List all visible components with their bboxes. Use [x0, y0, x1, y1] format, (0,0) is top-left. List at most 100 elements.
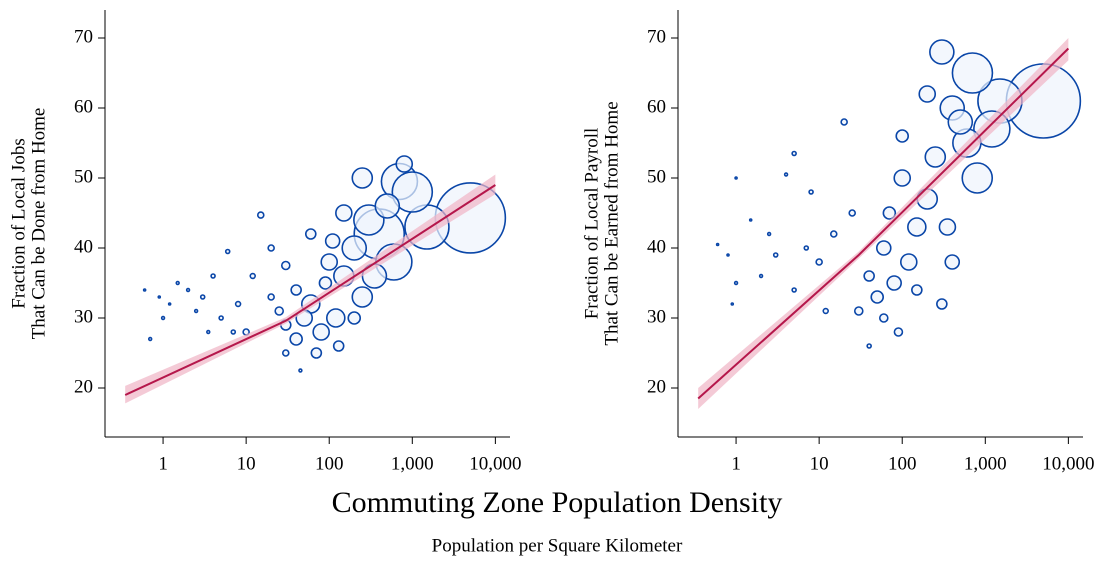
- point: [951, 52, 994, 94]
- point: [866, 343, 872, 349]
- panel: 20 30 40 50 60 70 1 10 100 1,000 10,000 Fraction of…: [581, 10, 1094, 474]
- fit-line: [697, 47, 1070, 400]
- point: [175, 280, 180, 286]
- point: [206, 329, 211, 335]
- point: [224, 248, 231, 255]
- point: [870, 290, 885, 304]
- point: [848, 209, 857, 217]
- x-tick-label: 1,000: [964, 453, 1007, 474]
- point: [167, 302, 172, 306]
- y-axis-title: Fraction of Local Jobs: [8, 138, 29, 308]
- point: [274, 306, 285, 316]
- x-axis-title: Commuting Zone Population Density: [332, 486, 783, 519]
- y-tick-label: 40: [74, 236, 93, 257]
- y-tick-label: 30: [74, 306, 93, 327]
- point: [325, 308, 346, 328]
- x-tick-label: 100: [888, 453, 917, 474]
- point: [715, 242, 720, 247]
- point: [256, 211, 265, 219]
- point: [893, 169, 912, 187]
- fit-line: [124, 184, 496, 396]
- point: [374, 193, 401, 219]
- point: [929, 39, 955, 65]
- point: [815, 258, 823, 266]
- y-tick-label: 50: [647, 166, 666, 187]
- point: [783, 172, 789, 177]
- point: [853, 306, 864, 316]
- point: [947, 109, 974, 135]
- point: [730, 302, 735, 306]
- x-tick-label: 100: [315, 453, 344, 474]
- point: [840, 118, 848, 126]
- y-tick-label: 40: [647, 236, 666, 257]
- y-tick-label: 50: [74, 166, 93, 187]
- point: [766, 231, 772, 237]
- point: [791, 150, 797, 157]
- point: [726, 253, 730, 257]
- x-tick-label: 10: [237, 453, 256, 474]
- x-tick-label: 10,000: [1042, 453, 1094, 474]
- point: [875, 240, 892, 256]
- point: [391, 171, 434, 213]
- y-axis-title: Fraction of Local Payroll: [581, 128, 602, 320]
- point: [808, 189, 814, 195]
- point: [829, 230, 838, 238]
- point: [267, 293, 275, 301]
- point: [280, 260, 291, 271]
- point: [803, 245, 810, 251]
- x-tick-label: 1,000: [391, 453, 434, 474]
- x-tick-label: 10: [810, 453, 829, 474]
- point: [863, 270, 875, 282]
- point: [147, 336, 153, 342]
- point: [878, 313, 889, 323]
- point: [351, 167, 374, 189]
- point: [218, 315, 224, 321]
- point: [324, 233, 341, 249]
- y-tick-label: 60: [74, 96, 93, 117]
- point: [961, 162, 994, 194]
- point: [289, 332, 303, 346]
- point: [772, 252, 779, 258]
- point: [886, 275, 902, 291]
- point: [234, 300, 242, 308]
- panel: 20 30 40 50 60 70 1 10 100 1,000 10,000 Fraction of…: [8, 10, 521, 474]
- point: [351, 286, 374, 308]
- x-tick-label: 1: [158, 453, 168, 474]
- point: [907, 217, 927, 237]
- point: [944, 254, 961, 270]
- x-tick-label: 10,000: [469, 453, 521, 474]
- point: [320, 253, 339, 271]
- point: [142, 288, 147, 292]
- y-tick-label: 70: [647, 26, 666, 47]
- point: [893, 327, 904, 337]
- point: [160, 315, 166, 321]
- y-tick-label: 30: [647, 306, 666, 327]
- point: [335, 204, 353, 222]
- point: [911, 284, 923, 296]
- point: [882, 206, 897, 220]
- x-tick-label: 1: [731, 453, 741, 474]
- x-axis-subtitle: Population per Square Kilometer: [432, 535, 683, 556]
- point: [791, 287, 797, 293]
- point: [298, 368, 303, 373]
- point: [733, 280, 739, 286]
- point: [310, 347, 323, 359]
- point: [734, 176, 738, 180]
- point: [938, 218, 957, 236]
- point: [185, 287, 191, 293]
- point: [395, 155, 414, 173]
- y-tick-label: 70: [74, 26, 93, 47]
- point: [347, 311, 362, 325]
- point: [895, 129, 910, 143]
- point: [341, 235, 368, 261]
- y-tick-label: 20: [74, 376, 93, 397]
- point: [290, 284, 302, 296]
- point: [304, 228, 317, 240]
- y-axis-title: That Can be Earned from Home: [601, 101, 622, 345]
- y-tick-label: 20: [647, 376, 666, 397]
- point: [918, 85, 937, 103]
- point: [758, 273, 764, 279]
- point: [924, 146, 947, 168]
- point: [936, 298, 948, 310]
